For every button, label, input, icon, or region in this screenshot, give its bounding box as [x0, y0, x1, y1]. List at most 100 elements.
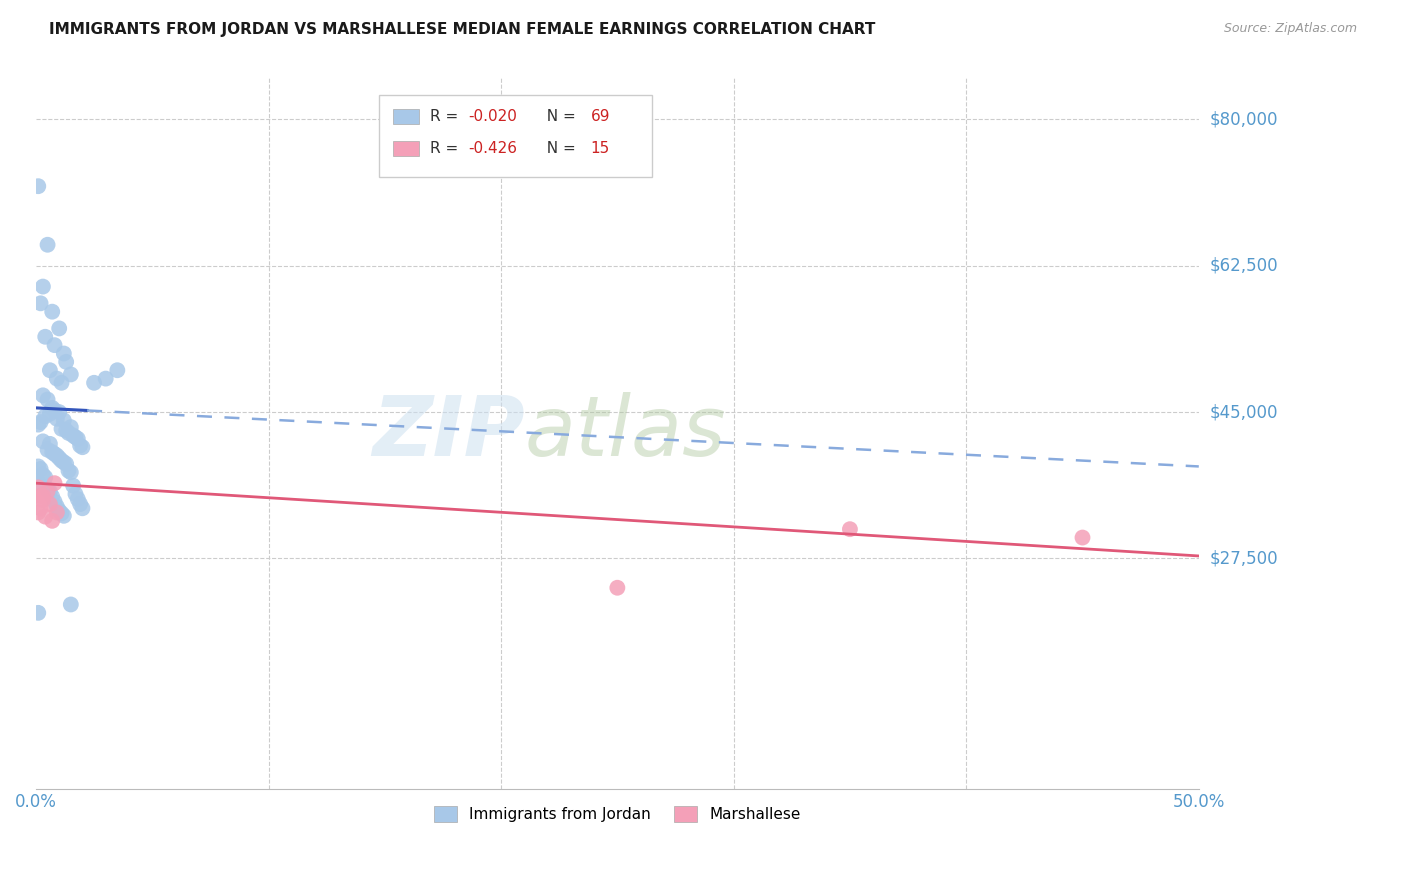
Point [72, 440, 94, 454]
Point [52, 346, 75, 360]
Point [59, 368, 82, 382]
Point [34, 470, 56, 484]
Point [37, 442, 59, 457]
Point [34, 509, 56, 524]
Point [30, 489, 52, 503]
Point [51, 506, 73, 520]
Text: N =: N = [537, 141, 581, 156]
Point [41, 445, 63, 459]
Point [48, 405, 70, 419]
Point [27, 506, 49, 520]
Point [48, 451, 70, 466]
Point [30, 462, 52, 476]
Point [27, 606, 49, 620]
Point [62, 478, 84, 492]
Point [105, 363, 128, 377]
Point [30, 415, 52, 429]
Point [32, 492, 55, 507]
Point [38, 484, 60, 499]
Text: $45,000: $45,000 [1211, 403, 1278, 421]
Point [44, 494, 66, 508]
Point [45, 371, 67, 385]
Point [59, 598, 82, 612]
Point [94, 371, 117, 385]
Point [51, 422, 73, 436]
Point [32, 467, 55, 482]
Point [45, 449, 67, 463]
Point [44, 338, 66, 352]
Text: R =: R = [430, 141, 463, 156]
Point [34, 330, 56, 344]
Point [59, 465, 82, 479]
Text: R =: R = [430, 109, 463, 124]
Point [65, 430, 87, 444]
Point [55, 424, 77, 438]
Point [27, 417, 49, 432]
Point [41, 304, 63, 318]
Point [65, 487, 87, 501]
Point [27, 459, 49, 474]
Point [52, 413, 75, 427]
Point [839, 522, 862, 536]
Point [83, 376, 105, 390]
Point [52, 455, 75, 469]
Text: $27,500: $27,500 [1211, 549, 1278, 567]
Point [1071, 531, 1094, 545]
Point [32, 388, 55, 402]
Point [38, 497, 60, 511]
Point [69, 438, 91, 452]
Point [37, 392, 59, 407]
Point [59, 420, 82, 434]
Point [44, 447, 66, 461]
Point [51, 376, 73, 390]
Point [27, 179, 49, 194]
Point [48, 321, 70, 335]
Bar [392, 109, 419, 124]
Point [66, 432, 89, 446]
Point [27, 480, 49, 494]
Legend: Immigrants from Jordan, Marshallese: Immigrants from Jordan, Marshallese [422, 794, 813, 834]
Point [44, 476, 66, 491]
Point [41, 514, 63, 528]
Point [37, 482, 59, 496]
Point [48, 504, 70, 518]
Text: Source: ZipAtlas.com: Source: ZipAtlas.com [1223, 22, 1357, 36]
Point [55, 355, 77, 369]
Text: $80,000: $80,000 [1211, 111, 1278, 128]
Point [62, 428, 84, 442]
Point [32, 434, 55, 449]
Point [32, 489, 55, 503]
Point [27, 476, 49, 491]
Text: IMMIGRANTS FROM JORDAN VS MARSHALLESE MEDIAN FEMALE EARNINGS CORRELATION CHART: IMMIGRANTS FROM JORDAN VS MARSHALLESE ME… [49, 22, 876, 37]
Text: N =: N = [537, 109, 581, 124]
Bar [392, 141, 419, 156]
Point [30, 296, 52, 310]
Text: atlas: atlas [524, 392, 725, 474]
Point [45, 411, 67, 425]
Point [72, 501, 94, 516]
Point [52, 508, 75, 523]
Point [30, 501, 52, 516]
Point [58, 425, 80, 440]
Text: -0.426: -0.426 [468, 141, 517, 156]
Point [66, 491, 89, 506]
Point [41, 401, 63, 415]
Point [69, 497, 91, 511]
Point [38, 363, 60, 377]
Point [41, 490, 63, 504]
Point [34, 409, 56, 424]
Point [58, 464, 80, 478]
Point [32, 279, 55, 293]
Point [51, 453, 73, 467]
Text: ZIP: ZIP [371, 392, 524, 474]
Point [38, 407, 60, 421]
Point [44, 403, 66, 417]
Point [38, 437, 60, 451]
Point [45, 506, 67, 520]
Text: $62,500: $62,500 [1211, 257, 1278, 275]
Text: 15: 15 [591, 141, 610, 156]
Point [45, 500, 67, 514]
Point [55, 457, 77, 471]
Point [606, 581, 628, 595]
Point [37, 484, 59, 499]
